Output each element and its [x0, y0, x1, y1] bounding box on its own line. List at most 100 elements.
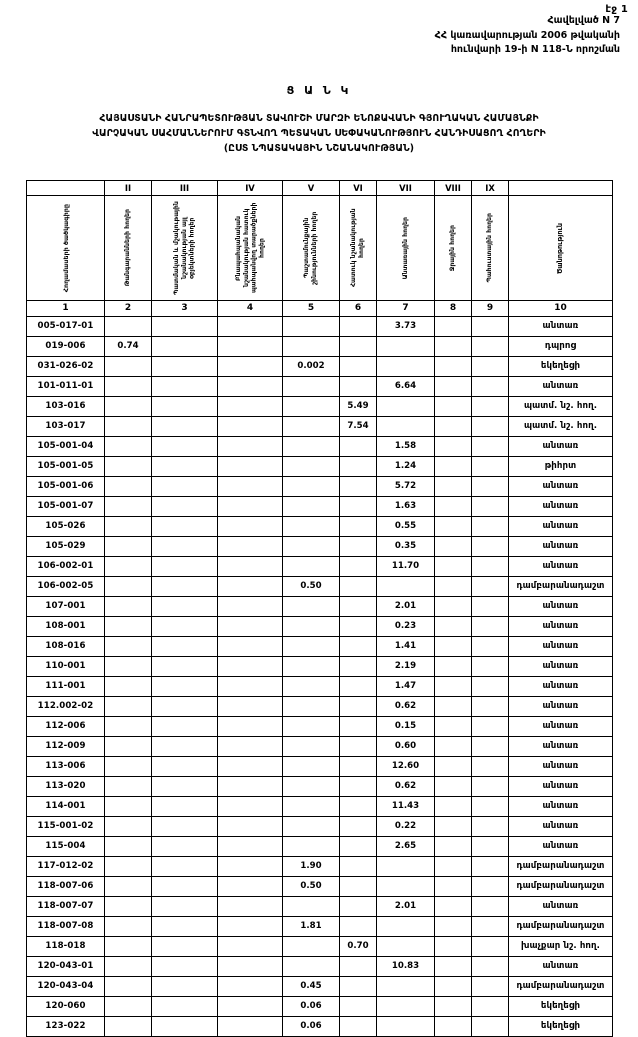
cell-c8 — [434, 1016, 472, 1037]
cell-c2 — [104, 696, 152, 717]
subtitle-line-1: ՀԱՅԱՍՏԱՆԻ ՀԱՆՐԱՊԵՏՈՒԹՅԱՆ ՏԱՎՈՒՇԻ ՄԱՐԶԻ Ե… — [99, 113, 539, 124]
cell-note: անտառ — [508, 316, 613, 337]
cell-c5 — [282, 616, 340, 637]
cell-c3 — [151, 776, 218, 797]
cell-c9 — [471, 916, 509, 937]
cell-c8 — [434, 596, 472, 617]
cell-c9 — [471, 396, 509, 417]
cell-c5: 0.50 — [282, 576, 340, 597]
table-row: 118-007-07 2.01 անտառ — [26, 896, 613, 917]
table-row: 115-001-02 0.22 անտառ — [26, 816, 613, 837]
cell-c4 — [217, 336, 283, 357]
cell-c6 — [339, 376, 377, 397]
cell-note: եկեղեցի — [508, 996, 613, 1017]
cell-note: թիհրտ — [508, 456, 613, 477]
cell-c4 — [217, 536, 283, 557]
cell-c4 — [217, 356, 283, 377]
table-row: 112-009 0.60 անտառ — [26, 736, 613, 757]
column-number-8: 8 — [434, 300, 472, 317]
column-header-forest: Անտառային հողեր — [376, 195, 435, 301]
column-number-7: 7 — [376, 300, 435, 317]
cell-c6 — [339, 816, 377, 837]
cell-note: դպրոց — [508, 336, 613, 357]
cell-c7 — [376, 356, 435, 377]
cell-c9 — [471, 356, 509, 377]
cell-c2 — [104, 656, 152, 677]
cell-c2 — [104, 596, 152, 617]
cell-parcel-code: 105-029 — [26, 536, 105, 557]
cell-c9 — [471, 1016, 509, 1037]
cell-c2 — [104, 316, 152, 337]
cell-parcel-code: 105-001-04 — [26, 436, 105, 457]
cell-parcel-code: 123-022 — [26, 1016, 105, 1037]
cell-c2: 0.74 — [104, 336, 152, 357]
cell-note: դամբարանադաշտ — [508, 976, 613, 997]
cell-c6 — [339, 896, 377, 917]
cell-c3 — [151, 956, 218, 977]
cell-c8 — [434, 856, 472, 877]
cell-c2 — [104, 856, 152, 877]
cell-c3 — [151, 936, 218, 957]
cell-c6 — [339, 916, 377, 937]
cell-c9 — [471, 516, 509, 537]
cell-c8 — [434, 376, 472, 397]
cell-c3 — [151, 376, 218, 397]
cell-c3 — [151, 596, 218, 617]
cell-c9 — [471, 976, 509, 997]
cell-c2 — [104, 676, 152, 697]
cell-c7 — [376, 576, 435, 597]
cell-c3 — [151, 996, 218, 1017]
column-header-reserve-label: Պահուստային հողեր — [486, 213, 494, 283]
cell-parcel-code: 120-043-04 — [26, 976, 105, 997]
cell-note: պատմ. նշ. հող. — [508, 416, 613, 437]
cell-c2 — [104, 576, 152, 597]
doc-ref-line-3: հունվարի 19-ի N 118-Ն որոշման — [450, 44, 620, 56]
cell-c8 — [434, 316, 472, 337]
cell-c8 — [434, 996, 472, 1017]
cell-c4 — [217, 836, 283, 857]
cell-c3 — [151, 896, 218, 917]
cell-c9 — [471, 936, 509, 957]
cell-c8 — [434, 456, 472, 477]
cell-parcel-code: 113-020 — [26, 776, 105, 797]
cell-c5 — [282, 956, 340, 977]
column-number-4: 4 — [217, 300, 283, 317]
cell-parcel-code: 105-001-05 — [26, 456, 105, 477]
column-header-museum-label: Թանգարանների հողեր — [124, 209, 132, 287]
cell-c7 — [376, 416, 435, 437]
cell-c8 — [434, 496, 472, 517]
cell-c7: 10.83 — [376, 956, 435, 977]
title-block: Ց Ա Ն Կ ՀԱՅԱՍՏԱՆԻ ՀԱՆՐԱՊԵՏՈՒԹՅԱՆ ՏԱՎՈՒՇԻ… — [0, 84, 638, 156]
cell-c8 — [434, 736, 472, 757]
cell-note: անտառ — [508, 956, 613, 977]
table-row: 118-007-06 0.50 դամբարանադաշտ — [26, 876, 613, 897]
cell-c8 — [434, 816, 472, 837]
cell-c9 — [471, 896, 509, 917]
column-header-water: Ջրային հողեր — [434, 195, 472, 301]
cell-c7 — [376, 996, 435, 1017]
cell-c7 — [376, 916, 435, 937]
cell-parcel-code: 112-006 — [26, 716, 105, 737]
cell-c5 — [282, 676, 340, 697]
cell-c9 — [471, 556, 509, 577]
column-number-10: 10 — [508, 300, 613, 317]
table-row: 005-017-01 3.73 անտառ — [26, 316, 613, 337]
cell-c9 — [471, 456, 509, 477]
roman-numeral-row: II III IV V VI VII VIII IX — [26, 180, 613, 196]
cell-c4 — [217, 616, 283, 637]
cell-c3 — [151, 476, 218, 497]
cell-c7: 2.19 — [376, 656, 435, 677]
cell-parcel-code: 118-007-08 — [26, 916, 105, 937]
table-row: 112-006 0.15 անտառ — [26, 716, 613, 737]
cell-c2 — [104, 456, 152, 477]
cell-c5 — [282, 496, 340, 517]
cell-c2 — [104, 416, 152, 437]
cell-c7 — [376, 936, 435, 957]
cell-c7: 2.01 — [376, 896, 435, 917]
cell-c8 — [434, 756, 472, 777]
cell-c2 — [104, 956, 152, 977]
cell-c3 — [151, 736, 218, 757]
cell-c3 — [151, 436, 218, 457]
cell-note: անտառ — [508, 516, 613, 537]
cell-c5: 0.45 — [282, 976, 340, 997]
